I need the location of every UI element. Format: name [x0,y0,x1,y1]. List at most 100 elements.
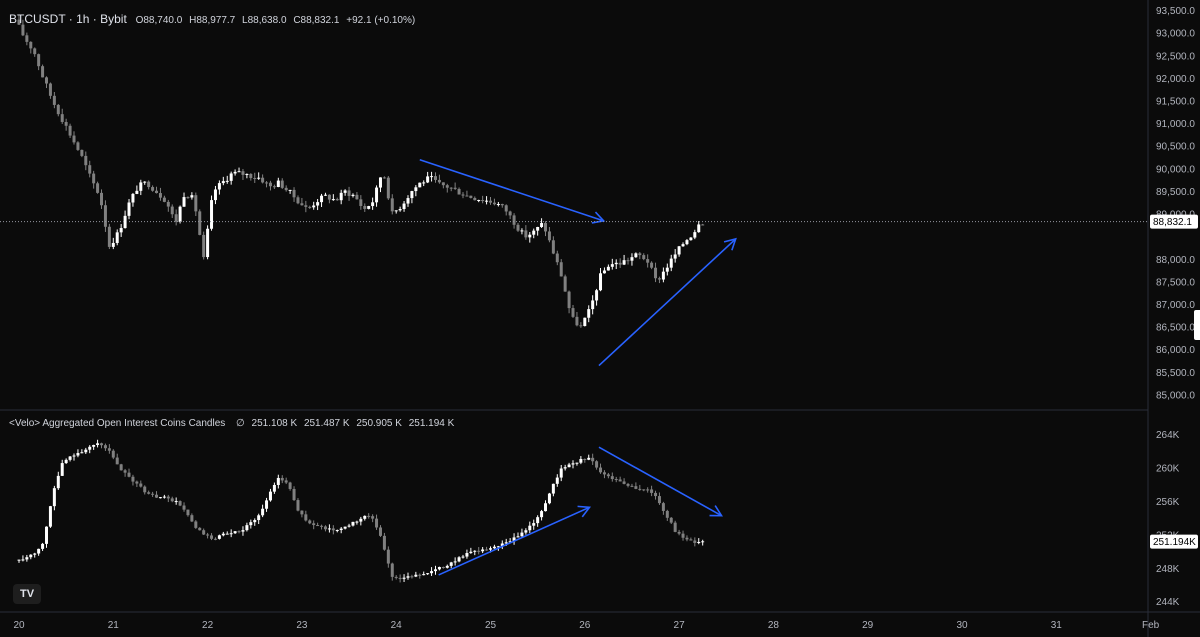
candle-body [300,510,304,515]
candle-body [567,291,571,309]
candle-body [33,553,37,555]
candle-body [693,540,697,543]
candle-body [123,215,127,229]
candle-body [268,491,272,501]
candle-body [492,546,496,549]
x-tick-label: 29 [862,620,874,631]
candle-body [532,230,536,235]
candle-body [312,205,316,208]
candle-body [449,187,453,189]
candle-body [194,521,198,528]
candle-body [559,468,563,478]
candle-body [367,515,371,517]
candle-body [485,549,489,551]
candle-body [430,571,434,574]
candle-body [453,187,457,189]
candle-body [268,182,272,187]
candle-body [60,114,64,122]
candle-body [111,450,115,458]
candle-body [320,195,324,203]
candle-body [595,461,599,468]
candle-body [174,501,178,503]
candle-body [170,206,174,215]
candle-body [198,527,202,531]
candle-body [72,135,76,143]
candle-body [398,577,402,579]
candle-body [225,180,229,182]
candle-body [166,496,170,499]
y-tick-label: 91,500.0 [1156,96,1195,107]
trend-arrow[interactable] [598,237,737,367]
candle-body [559,262,563,277]
candle-body [327,528,331,530]
candle-body [111,242,115,247]
side-panel-tab[interactable] [1194,310,1200,340]
candle-body [481,199,485,202]
candle-body [355,521,359,523]
candle-body [689,539,693,541]
trend-arrow[interactable] [598,446,723,517]
candle-body [131,193,135,203]
legend-main[interactable]: BTCUSDT · 1h · Bybit O88,740.0 H88,977.7… [9,12,415,28]
candle-body [308,520,312,524]
candle-body [21,24,25,36]
candle-body [213,538,217,540]
candle-body [316,202,320,206]
candle-body [673,254,677,259]
candle-body [657,278,661,280]
candle-body [622,260,626,265]
candle-body [190,515,194,522]
candle-body [591,300,595,310]
y-tick-label: 87,000.0 [1156,300,1195,311]
candle-body [402,203,406,209]
candle-body [524,230,528,238]
candle-body [665,267,669,272]
candle-body [257,177,261,179]
candle-body [41,66,45,78]
legend-indicator[interactable]: <Velo> Aggregated Open Interest Coins Ca… [9,417,454,431]
trend-arrow[interactable] [438,505,592,576]
candle-body [265,500,269,509]
candle-body [461,556,465,558]
candle-body [351,521,355,526]
candle-body [657,496,661,504]
y-tick-label: 88,000.0 [1156,255,1195,266]
y-tick-label: 86,000.0 [1156,345,1195,356]
arrow-shaft [438,506,590,576]
tradingview-logo-icon[interactable]: TV [13,584,41,604]
candle-body [508,541,512,543]
candle-body [504,205,508,212]
candle-body [186,509,190,516]
indicator-title[interactable]: <Velo> Aggregated Open Interest Coins Ca… [9,418,226,429]
indicator-value-1: 251.108 K [251,418,298,429]
candle-body [646,259,650,263]
candle-body [155,494,159,498]
time-axis: 20 21 22 23 24 25 26 27 28 29 30 31 Feb [13,620,1159,631]
candle-body [174,214,178,222]
logo-text: TV [19,588,35,600]
candle-body [512,537,516,542]
candle-body [351,194,355,196]
candle-body [323,194,327,196]
candle-body [48,83,52,96]
candle-body [406,576,410,578]
candle-body [253,520,257,523]
candle-body [410,576,414,578]
trend-arrow[interactable] [419,159,606,224]
candle-body [143,181,147,183]
candle-body [123,470,127,473]
candle-body [414,574,418,577]
candle-body [567,464,571,468]
candle-body [492,202,496,205]
candle-body [190,195,194,198]
candle-body [151,187,155,191]
candle-body [701,224,705,226]
candle-body [599,273,603,291]
candle-body [37,548,41,554]
symbol-title[interactable]: BTCUSDT · 1h · Bybit [9,12,127,26]
candle-body [158,497,162,499]
candle-body [618,479,622,482]
candle-body [320,525,324,527]
candle-body [229,533,233,535]
